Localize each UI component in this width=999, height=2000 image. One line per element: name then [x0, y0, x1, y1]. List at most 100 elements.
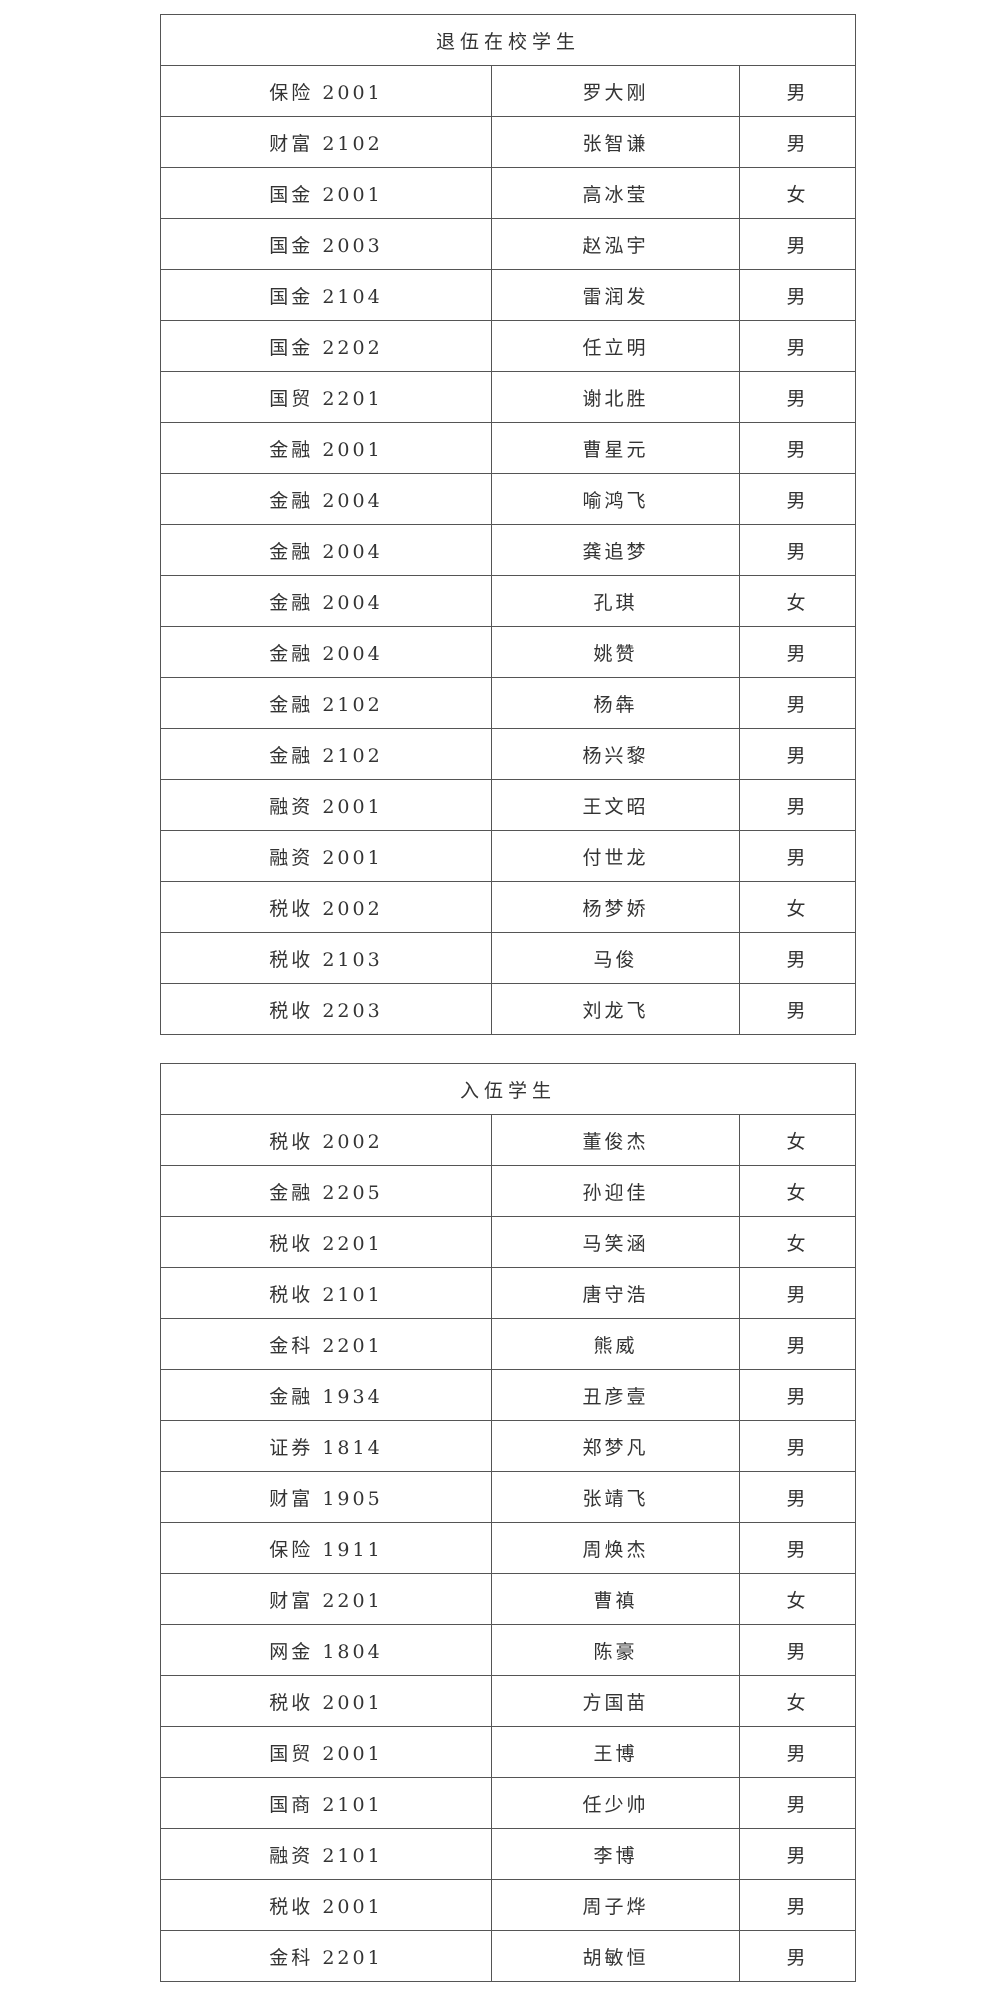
name-cell: 胡敏恒	[491, 1930, 740, 1982]
name-cell: 杨犇	[491, 677, 740, 729]
table-row: 金融 1934 丑彦壹男	[160, 1369, 857, 1421]
class-cell: 财富 2102	[160, 116, 492, 168]
gender-cell: 女	[738, 1675, 857, 1727]
name-cell: 任少帅	[491, 1777, 740, 1829]
gender-cell: 女	[738, 1573, 857, 1625]
table-row: 财富 2102 张智谦男	[160, 116, 857, 168]
name-cell: 马笑涵	[491, 1216, 740, 1268]
name-cell: 王文昭	[491, 779, 740, 831]
table-row: 财富 1905 张靖飞男	[160, 1471, 857, 1523]
class-cell: 金科 2201	[160, 1318, 492, 1370]
name-cell: 李博	[491, 1828, 740, 1880]
name-cell: 唐守浩	[491, 1267, 740, 1319]
name-cell: 张靖飞	[491, 1471, 740, 1523]
table-row: 国金 2104 雷润发男	[160, 269, 857, 321]
class-cell: 融资 2001	[160, 830, 492, 882]
gender-cell: 女	[738, 1165, 857, 1217]
name-cell: 杨兴黎	[491, 728, 740, 780]
class-cell: 保险 2001	[160, 65, 492, 117]
class-cell: 税收 2201	[160, 1216, 492, 1268]
name-cell: 高冰莹	[491, 167, 740, 219]
name-cell: 曹禛	[491, 1573, 740, 1625]
class-cell: 财富 2201	[160, 1573, 492, 1625]
name-cell: 刘龙飞	[491, 983, 740, 1035]
table-row: 国金 2202 任立明男	[160, 320, 857, 372]
class-cell: 金科 2201	[160, 1930, 492, 1982]
table-row: 金科 2201 熊威男	[160, 1318, 857, 1370]
table-row: 保险 2001 罗大刚男	[160, 65, 857, 117]
class-cell: 融资 2001	[160, 779, 492, 831]
gender-cell: 男	[738, 524, 857, 576]
class-cell: 网金 1804	[160, 1624, 492, 1676]
class-cell: 国贸 2001	[160, 1726, 492, 1778]
gender-cell: 男	[738, 677, 857, 729]
gender-cell: 男	[738, 626, 857, 678]
class-cell: 金融 1934	[160, 1369, 492, 1421]
class-cell: 税收 2001	[160, 1675, 492, 1727]
table-row: 金融 2004 姚赞男	[160, 626, 857, 678]
name-cell: 周子烨	[491, 1879, 740, 1931]
name-cell: 雷润发	[491, 269, 740, 321]
name-cell: 喻鸿飞	[491, 473, 740, 525]
class-cell: 国贸 2201	[160, 371, 492, 423]
class-cell: 证券 1814	[160, 1420, 492, 1472]
class-cell: 财富 1905	[160, 1471, 492, 1523]
gender-cell: 男	[738, 1318, 857, 1370]
table-row: 税收 2002 杨梦娇女	[160, 881, 857, 933]
section-title-row: 入伍学生	[159, 1063, 857, 1115]
table-row: 证券 1814 郑梦凡男	[160, 1420, 857, 1472]
class-cell: 金融 2001	[160, 422, 492, 474]
gender-cell: 男	[738, 1777, 857, 1829]
gender-cell: 男	[738, 1369, 857, 1421]
gender-cell: 男	[738, 830, 857, 882]
table-row: 税收 2103 马俊男	[160, 932, 857, 984]
name-cell: 龚追梦	[491, 524, 740, 576]
name-cell: 曹星元	[491, 422, 740, 474]
class-cell: 金融 2102	[160, 728, 492, 780]
class-cell: 税收 2103	[160, 932, 492, 984]
name-cell: 孔琪	[491, 575, 740, 627]
name-cell: 孙迎佳	[491, 1165, 740, 1217]
gender-cell: 男	[738, 422, 857, 474]
table-row: 国贸 2001 王博男	[160, 1726, 857, 1778]
gender-cell: 男	[738, 65, 857, 117]
class-cell: 税收 2203	[160, 983, 492, 1035]
table-row: 金融 2004 喻鸿飞男	[160, 473, 857, 525]
gender-cell: 男	[738, 932, 857, 984]
gender-cell: 男	[738, 1420, 857, 1472]
gender-cell: 女	[738, 1216, 857, 1268]
table-row: 国金 2003 赵泓宇男	[160, 218, 857, 270]
name-cell: 王博	[491, 1726, 740, 1778]
gender-cell: 男	[738, 473, 857, 525]
enlisted-students-table: 入伍学生 税收 2002 董俊杰女金融 2205 孙迎佳女税收 2201 马笑涵女税收 …	[159, 1063, 857, 1982]
class-cell: 国金 2202	[160, 320, 492, 372]
gender-cell: 男	[738, 728, 857, 780]
name-cell: 杨梦娇	[491, 881, 740, 933]
table-row: 金融 2205 孙迎佳女	[160, 1165, 857, 1217]
table-row: 金科 2201 胡敏恒男	[160, 1930, 857, 1982]
class-cell: 税收 2002	[160, 1114, 492, 1166]
table-row: 税收 2001 方国苗女	[160, 1675, 857, 1727]
gender-cell: 男	[738, 779, 857, 831]
table-row: 税收 2001 周子烨男	[160, 1879, 857, 1931]
class-cell: 国商 2101	[160, 1777, 492, 1829]
gender-cell: 男	[738, 1267, 857, 1319]
section-title: 入伍学生	[159, 1063, 857, 1115]
table-row: 国商 2101 任少帅男	[160, 1777, 857, 1829]
class-cell: 金融 2004	[160, 626, 492, 678]
name-cell: 熊威	[491, 1318, 740, 1370]
table-row: 融资 2001 王文昭男	[160, 779, 857, 831]
gender-cell: 男	[738, 1930, 857, 1982]
table-row: 融资 2101 李博男	[160, 1828, 857, 1880]
table-row: 融资 2001 付世龙男	[160, 830, 857, 882]
name-cell: 方国苗	[491, 1675, 740, 1727]
gender-cell: 女	[738, 1114, 857, 1166]
name-cell: 郑梦凡	[491, 1420, 740, 1472]
gender-cell: 男	[738, 983, 857, 1035]
section-title: 退伍在校学生	[159, 14, 857, 66]
gender-cell: 男	[738, 1471, 857, 1523]
table-row: 金融 2001 曹星元男	[160, 422, 857, 474]
name-cell: 董俊杰	[491, 1114, 740, 1166]
gender-cell: 男	[738, 1879, 857, 1931]
gender-cell: 男	[738, 116, 857, 168]
